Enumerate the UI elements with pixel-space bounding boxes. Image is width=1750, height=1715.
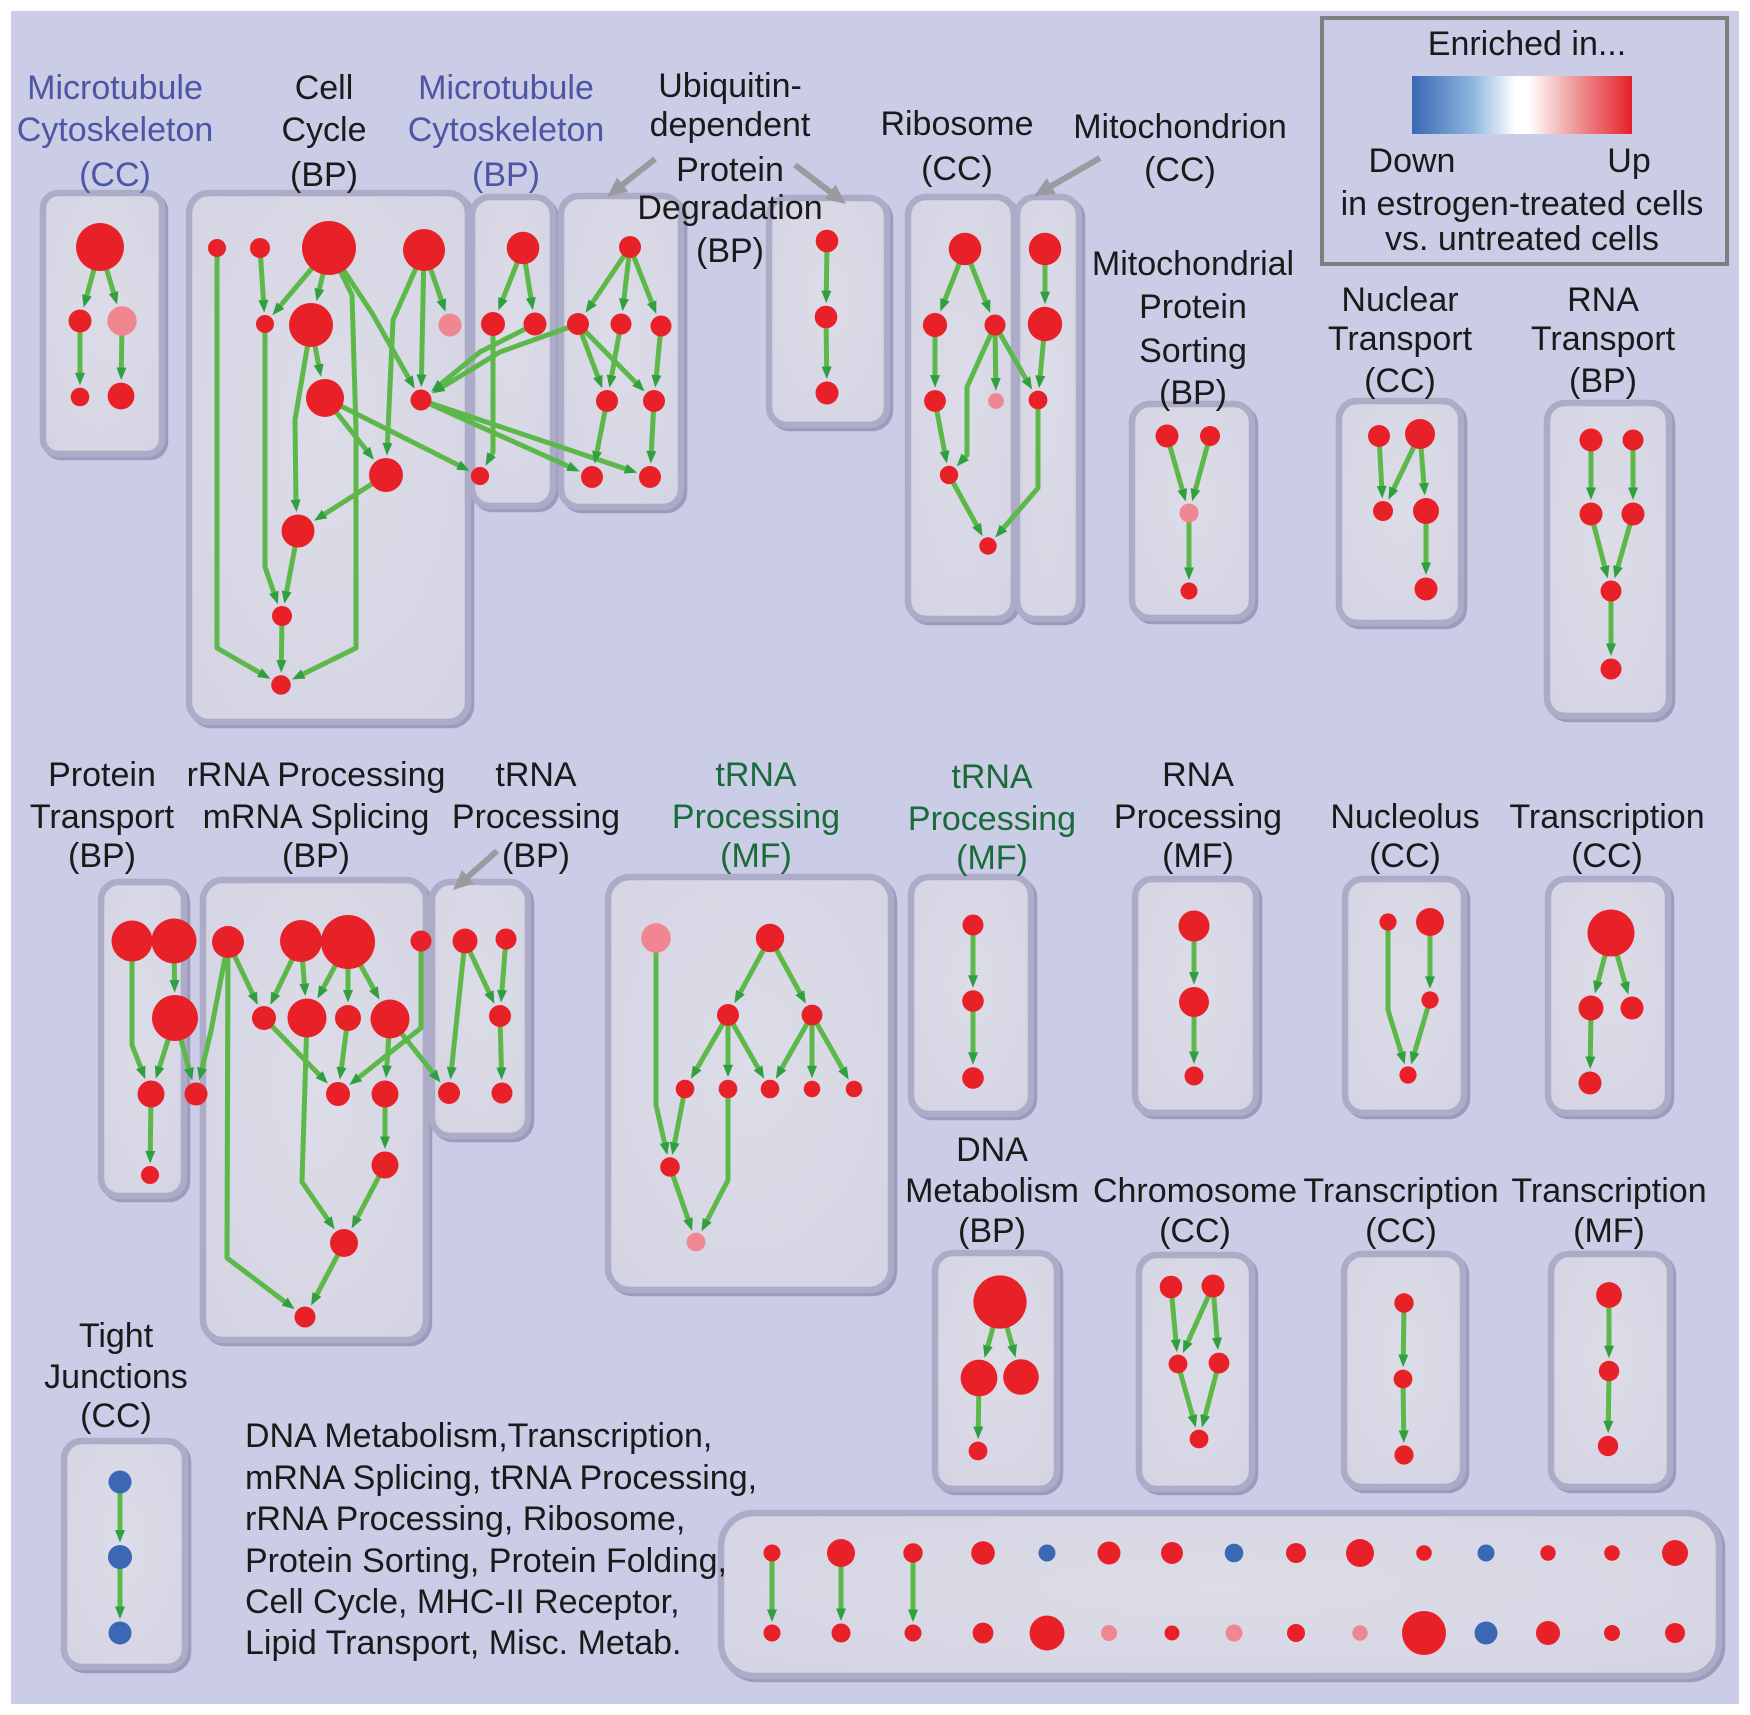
svg-text:Transcription: Transcription <box>1509 798 1704 836</box>
svg-text:Cell: Cell <box>295 69 354 107</box>
svg-text:Chromosome: Chromosome <box>1093 1172 1297 1210</box>
svg-text:Processing: Processing <box>908 800 1076 838</box>
svg-text:Processing: Processing <box>452 798 620 836</box>
svg-text:Transcription: Transcription <box>1303 1172 1498 1210</box>
svg-text:Nuclear: Nuclear <box>1341 281 1458 319</box>
svg-text:(MF): (MF) <box>720 837 792 875</box>
svg-text:RNA: RNA <box>1567 281 1639 319</box>
svg-text:DNA: DNA <box>956 1131 1028 1169</box>
svg-text:mRNA Splicing: mRNA Splicing <box>203 798 430 836</box>
svg-text:Down: Down <box>1369 142 1456 180</box>
svg-text:(MF): (MF) <box>1162 837 1234 875</box>
svg-text:(BP): (BP) <box>68 837 136 875</box>
svg-text:Lipid Transport, Misc. Metab.: Lipid Transport, Misc. Metab. <box>245 1624 682 1662</box>
svg-text:(CC): (CC) <box>1159 1212 1231 1250</box>
svg-text:(CC): (CC) <box>1365 1212 1437 1250</box>
svg-text:rRNA Processing, Ribosome,: rRNA Processing, Ribosome, <box>245 1500 685 1538</box>
svg-text:Sorting: Sorting <box>1139 332 1247 370</box>
svg-text:Ribosome: Ribosome <box>880 105 1033 143</box>
svg-text:(BP): (BP) <box>472 156 540 194</box>
svg-text:vs. untreated cells: vs. untreated cells <box>1385 220 1659 258</box>
svg-text:(BP): (BP) <box>958 1212 1026 1250</box>
svg-text:Cycle: Cycle <box>281 111 366 149</box>
svg-text:RNA: RNA <box>1162 756 1234 794</box>
svg-text:Transport: Transport <box>1531 320 1676 358</box>
svg-text:(BP): (BP) <box>290 156 358 194</box>
svg-text:tRNA: tRNA <box>715 756 797 794</box>
svg-text:tRNA: tRNA <box>951 758 1033 796</box>
svg-text:Protein: Protein <box>48 756 156 794</box>
svg-text:(BP): (BP) <box>502 837 570 875</box>
svg-text:(MF): (MF) <box>956 839 1028 877</box>
svg-text:Cytoskeleton: Cytoskeleton <box>17 111 214 149</box>
svg-text:(CC): (CC) <box>921 150 993 188</box>
svg-text:Protein Sorting, Protein Foldi: Protein Sorting, Protein Folding, <box>245 1542 727 1580</box>
svg-text:Degradation: Degradation <box>637 189 822 227</box>
svg-text:(BP): (BP) <box>1159 374 1227 412</box>
svg-text:Processing: Processing <box>672 798 840 836</box>
svg-text:Transport: Transport <box>30 798 175 836</box>
svg-text:Nucleolus: Nucleolus <box>1330 798 1479 836</box>
svg-text:in estrogen-treated cells: in estrogen-treated cells <box>1341 185 1704 223</box>
svg-text:Protein: Protein <box>1139 288 1247 326</box>
svg-text:Metabolism: Metabolism <box>905 1172 1079 1210</box>
svg-text:(MF): (MF) <box>1573 1212 1645 1250</box>
svg-text:Enriched in...: Enriched in... <box>1428 25 1626 63</box>
svg-text:(BP): (BP) <box>1569 362 1637 400</box>
svg-text:(CC): (CC) <box>1369 837 1441 875</box>
svg-text:Junctions: Junctions <box>44 1358 188 1396</box>
svg-text:Ubiquitin-: Ubiquitin- <box>658 67 802 105</box>
svg-text:(CC): (CC) <box>1144 151 1216 189</box>
svg-text:Processing: Processing <box>1114 798 1282 836</box>
svg-text:tRNA: tRNA <box>495 756 577 794</box>
svg-text:(BP): (BP) <box>282 837 350 875</box>
svg-text:(BP): (BP) <box>696 232 764 270</box>
svg-text:Microtubule: Microtubule <box>418 69 594 107</box>
svg-text:DNA Metabolism,Transcription,: DNA Metabolism,Transcription, <box>245 1417 712 1455</box>
svg-text:rRNA Processing: rRNA Processing <box>187 756 446 794</box>
svg-text:Transcription: Transcription <box>1511 1172 1706 1210</box>
svg-text:Mitochondrion: Mitochondrion <box>1073 108 1287 146</box>
svg-text:Protein: Protein <box>676 151 784 189</box>
svg-text:(CC): (CC) <box>79 156 151 194</box>
svg-text:Cell Cycle, MHC-II Receptor,: Cell Cycle, MHC-II Receptor, <box>245 1583 680 1621</box>
svg-text:Up: Up <box>1607 142 1650 180</box>
svg-text:Cytoskeleton: Cytoskeleton <box>408 111 605 149</box>
svg-text:(CC): (CC) <box>80 1397 152 1435</box>
svg-text:Tight: Tight <box>79 1317 154 1355</box>
svg-text:dependent: dependent <box>650 106 811 144</box>
svg-text:Mitochondrial: Mitochondrial <box>1092 245 1294 283</box>
svg-text:Transport: Transport <box>1328 320 1473 358</box>
svg-text:(CC): (CC) <box>1364 362 1436 400</box>
svg-text:mRNA Splicing, tRNA Processing: mRNA Splicing, tRNA Processing, <box>245 1459 757 1497</box>
svg-text:(CC): (CC) <box>1571 837 1643 875</box>
svg-text:Microtubule: Microtubule <box>27 69 203 107</box>
